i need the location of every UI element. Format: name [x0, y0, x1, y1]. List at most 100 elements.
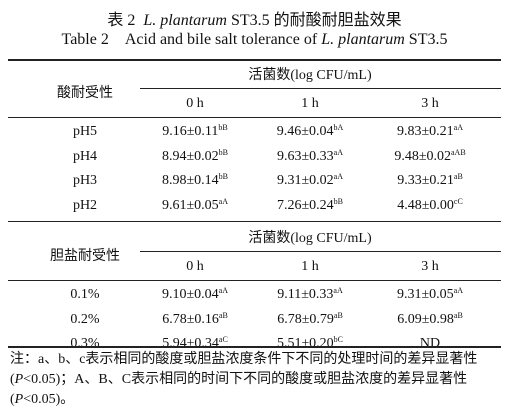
cell: 9.48±0.02aAB — [394, 147, 466, 165]
rule — [140, 88, 501, 89]
row-label: pH5 — [72, 124, 98, 139]
cell-value: 5.94±0.34 — [162, 336, 219, 351]
cell: 8.94±0.02bB — [161, 147, 229, 165]
title-part: 表 2 — [107, 12, 136, 29]
column-header: 0 h — [186, 96, 204, 111]
cell-value: 6.78±0.79 — [277, 311, 334, 327]
row-label: pH3 — [72, 173, 98, 188]
cell-sup: aB — [218, 310, 228, 320]
title-part: ST3.5 的耐酸耐胆盐效果 — [230, 12, 402, 29]
note-text: <0.05)；A、B、C表示相同的时间下不同的酸度或胆盐浓度的差异显著性( — [10, 372, 468, 407]
cell: 5.94±0.34aC — [162, 336, 228, 352]
cell-sup: aB — [453, 310, 463, 320]
cell: 7.26±0.24bB — [276, 196, 344, 214]
cell-sup: aC — [218, 335, 228, 344]
cell-value: 9.31±0.05 — [396, 287, 454, 302]
column-header: 3 h — [421, 96, 439, 111]
cell: 6.78±0.79aB — [277, 310, 343, 328]
cell-sup: aA — [453, 123, 464, 132]
title-part: ST3.5 — [408, 31, 448, 48]
cell: 9.61±0.05aA — [161, 196, 229, 214]
title-part: L. plantarum — [143, 12, 227, 29]
cell-value: 9.83±0.21 — [396, 124, 454, 139]
cell-value: 9.61±0.05 — [161, 197, 219, 213]
cell-sup: cC — [453, 196, 463, 206]
note-text: 注：a、b、c表示相同的酸度或胆盐浓度条件下不同的处理时间的差异显著性( — [10, 352, 478, 387]
title-part: Acid and bile salt tolerance of — [124, 31, 318, 48]
column-header: 1 h — [301, 96, 319, 111]
cell-sup: bB — [218, 123, 228, 132]
cell-sup: bA — [333, 123, 344, 132]
cell: 9.31±0.05aA — [397, 287, 463, 303]
column-header: 1 h — [301, 259, 319, 274]
cell-value: 9.10±0.04 — [161, 287, 219, 302]
cell-sup: aA — [333, 286, 343, 295]
title-part: L. plantarum — [321, 31, 405, 48]
cell-sup: aA — [333, 147, 344, 157]
cell: 9.11±0.33aA — [277, 287, 343, 303]
group-header: 活菌数(log CFU/mL) — [248, 231, 372, 246]
cell-value: 6.78±0.16 — [162, 311, 219, 327]
column-header: 3 h — [421, 259, 439, 274]
cell-sup: bB — [333, 196, 344, 206]
section-label: 胆盐耐受性 — [50, 249, 120, 264]
cell-value: 8.94±0.02 — [161, 148, 219, 164]
rule — [140, 251, 501, 252]
cell: 9.16±0.11bB — [162, 124, 228, 140]
cell: 9.33±0.21aB — [397, 173, 463, 189]
cell-sup: aA — [218, 286, 229, 295]
cell-sup: aA — [333, 172, 344, 181]
cell-value: 8.98±0.14 — [161, 173, 219, 188]
cell-value: 9.48±0.02 — [394, 148, 452, 164]
section-label: 酸耐受性 — [57, 86, 113, 101]
row-label: 0.3% — [70, 336, 100, 351]
cell-value: 6.09±0.98 — [397, 311, 454, 327]
cell-sup: bB — [218, 172, 229, 181]
title-en: Table 2 Acid and bile salt tolerance of … — [0, 31, 509, 49]
rule — [8, 346, 501, 348]
cell-sup: aB — [333, 310, 343, 320]
cell: 6.78±0.16aB — [162, 310, 228, 328]
cell-sup: aA — [218, 196, 229, 206]
title-part: Table 2 — [61, 31, 109, 48]
note-text: P — [14, 392, 24, 407]
cell: 9.31±0.02aA — [277, 173, 343, 189]
cell-sup: bB — [218, 147, 229, 157]
rule — [8, 221, 501, 223]
cell-value: 4.48±0.00 — [397, 197, 454, 213]
rule — [8, 280, 501, 281]
cell: 8.98±0.14bB — [162, 173, 228, 189]
cell: 9.10±0.04aA — [162, 287, 228, 303]
title-cn: 表 2 L. plantarum ST3.5 的耐酸耐胆盐效果 — [0, 6, 509, 30]
rule — [8, 59, 501, 61]
cell-value: 5.51±0.20 — [276, 336, 334, 351]
row-label: 0.1% — [70, 287, 100, 302]
cell: 5.51±0.20bC — [277, 336, 343, 352]
cell-value: 9.31±0.02 — [276, 173, 334, 188]
rule — [8, 117, 501, 118]
column-header: 0 h — [186, 259, 204, 274]
cell-sup: aAB — [451, 147, 466, 157]
cell-sup: aB — [453, 172, 463, 181]
cell: ND — [420, 336, 440, 352]
cell-sup: aA — [453, 286, 464, 295]
cell-value: 9.33±0.21 — [397, 173, 454, 188]
cell-value: 9.11±0.33 — [277, 287, 334, 302]
cell-value: 7.26±0.24 — [276, 197, 334, 213]
group-header: 活菌数(log CFU/mL) — [248, 68, 372, 83]
cell: 9.63±0.33aA — [276, 147, 344, 165]
row-label: 0.2% — [70, 311, 100, 327]
cell-sup: bC — [333, 335, 344, 344]
row-label: pH2 — [72, 197, 98, 213]
cell-value: ND — [419, 336, 441, 351]
note: 注：a、b、c表示相同的酸度或胆盐浓度条件下不同的处理时间的差异显著性(P<0.… — [10, 350, 502, 410]
note-text: P — [14, 372, 24, 387]
row-label: pH4 — [72, 148, 98, 164]
cell: 4.48±0.00cC — [397, 196, 463, 214]
cell: 6.09±0.98aB — [397, 310, 463, 328]
cell-value: 9.63±0.33 — [276, 148, 334, 164]
note-text: <0.05)。 — [23, 392, 75, 407]
cell: 9.83±0.21aA — [397, 124, 463, 140]
cell: 9.46±0.04bA — [277, 124, 343, 140]
